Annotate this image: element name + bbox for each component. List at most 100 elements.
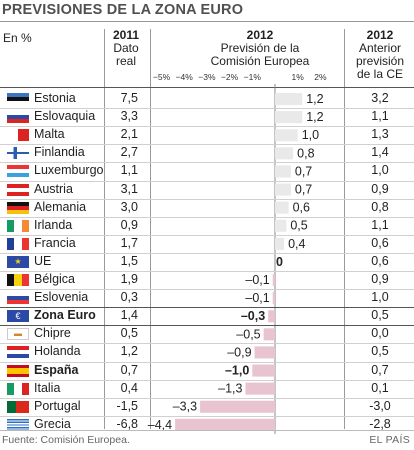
- dato-real-value: 1,9: [120, 272, 138, 286]
- bar: [175, 418, 275, 431]
- row-divider: [0, 253, 414, 254]
- row-divider: [0, 289, 414, 290]
- bar-value-label: –3,3: [173, 400, 197, 414]
- column-header-dato: 2011 Dato real: [104, 29, 148, 68]
- row-divider: [0, 307, 414, 308]
- bar-value-label: –1,0: [225, 364, 249, 378]
- dato-real-value: 1,2: [120, 344, 138, 359]
- column-header-anterior: 2012 Anterior previsión de la CE: [348, 29, 412, 81]
- dato-real-value: 1,1: [120, 163, 138, 178]
- anterior-prevision-value: 1,1: [371, 217, 389, 232]
- ant-line2: previsión: [355, 54, 405, 68]
- ireland-flag: [7, 219, 29, 232]
- finland-flag: [7, 147, 29, 160]
- country-label: Bélgica: [34, 272, 75, 286]
- dato-real-value: 0,3: [120, 290, 138, 305]
- bar-value-label: –1,3: [218, 382, 242, 396]
- tick-label: −2%: [221, 72, 239, 82]
- row-divider: [0, 126, 414, 127]
- row-divider: [0, 416, 414, 417]
- bar-value-label: 1,0: [302, 128, 319, 142]
- row-divider: [0, 217, 414, 218]
- bar: [200, 400, 275, 413]
- publisher-brand: EL PAÍS: [369, 434, 410, 446]
- dato-real-value: 1,5: [120, 253, 138, 268]
- country-label: Grecia: [34, 416, 71, 431]
- country-label: Italia: [34, 380, 61, 395]
- prev-year: 2012: [246, 28, 274, 42]
- estonia-flag: [7, 93, 29, 105]
- eu-flag: ★: [7, 255, 29, 268]
- column-divider: [344, 29, 345, 429]
- page-title: PREVISIONES DE LA ZONA EURO: [2, 2, 244, 18]
- row-divider: [0, 398, 414, 399]
- euro-flag: €: [7, 310, 29, 323]
- dato-real-value: 3,3: [120, 109, 138, 124]
- dato-real-value: 2,1: [120, 127, 138, 142]
- bar-value-label: 1,2: [306, 110, 323, 124]
- tick-label: 2%: [314, 72, 327, 82]
- anterior-prevision-value: 3,2: [371, 91, 389, 105]
- bar: [275, 201, 289, 214]
- anterior-prevision-value: 0,1: [371, 380, 389, 395]
- bar: [275, 219, 287, 232]
- country-label: Eslovenia: [34, 290, 89, 305]
- anterior-prevision-value: 0,6: [371, 253, 389, 268]
- bar: [275, 111, 303, 124]
- slovakia-flag: [7, 111, 29, 124]
- dato-real-value: -6,8: [116, 416, 138, 431]
- anterior-prevision-value: 1,0: [371, 290, 389, 305]
- dato-real-value: -1,5: [116, 398, 138, 413]
- column-divider: [150, 29, 151, 429]
- tick-label: 1%: [292, 72, 305, 82]
- bar-value-label: –0,1: [245, 273, 269, 287]
- row-divider: [0, 108, 414, 109]
- ant-line3: de la CE: [356, 67, 404, 81]
- bar: [268, 310, 275, 323]
- country-label: Zona Euro: [34, 308, 96, 323]
- france-flag: [7, 237, 29, 250]
- anterior-prevision-value: 0,0: [371, 326, 389, 341]
- tick-label: −1%: [244, 72, 262, 82]
- austria-flag: [7, 183, 29, 196]
- tick-label: −3%: [198, 72, 216, 82]
- anterior-prevision-value: 0,8: [371, 199, 389, 214]
- dato-line1: Dato: [113, 41, 139, 55]
- ant-year: 2012: [366, 28, 394, 42]
- portugal-flag: [7, 400, 29, 413]
- bar-value-label: –0,3: [241, 309, 265, 323]
- country-label: Estonia: [34, 91, 76, 105]
- dato-real-value: 1,7: [120, 235, 138, 250]
- bar-value-label: 0,7: [295, 183, 312, 197]
- country-label: Holanda: [34, 344, 81, 359]
- ant-line1: Anterior: [358, 41, 402, 55]
- prev-line2: Comisión Europea: [210, 54, 310, 68]
- luxembourg-flag: [7, 165, 29, 178]
- bar: [272, 274, 275, 287]
- dato-real-value: 3,0: [120, 199, 138, 214]
- tick-label: −4%: [176, 72, 194, 82]
- bar: [275, 165, 291, 178]
- dato-real-value: 0,4: [120, 380, 138, 395]
- bar-value-label: –0,5: [236, 327, 260, 341]
- row-divider: [0, 325, 414, 326]
- dato-real-value: 2,7: [120, 145, 138, 160]
- footer-rule: [0, 430, 414, 431]
- country-label: Luxemburgo: [34, 163, 104, 178]
- bar: [275, 129, 298, 142]
- anterior-prevision-value: -2,8: [369, 416, 391, 431]
- row-divider: [0, 144, 414, 145]
- cyprus-flag: ▬: [7, 328, 29, 341]
- row-divider: [0, 235, 414, 236]
- anterior-prevision-value: 1,1: [371, 109, 389, 124]
- row-divider: [0, 343, 414, 344]
- country-label: Chipre: [34, 326, 71, 341]
- bar-value-label: 0,7: [295, 164, 312, 178]
- anterior-prevision-value: 1,0: [371, 163, 389, 178]
- country-label: Alemania: [34, 199, 87, 214]
- country-label: Irlanda: [34, 217, 73, 232]
- bar: [275, 237, 285, 250]
- header-rule: [0, 87, 414, 88]
- netherlands-flag: [7, 346, 29, 359]
